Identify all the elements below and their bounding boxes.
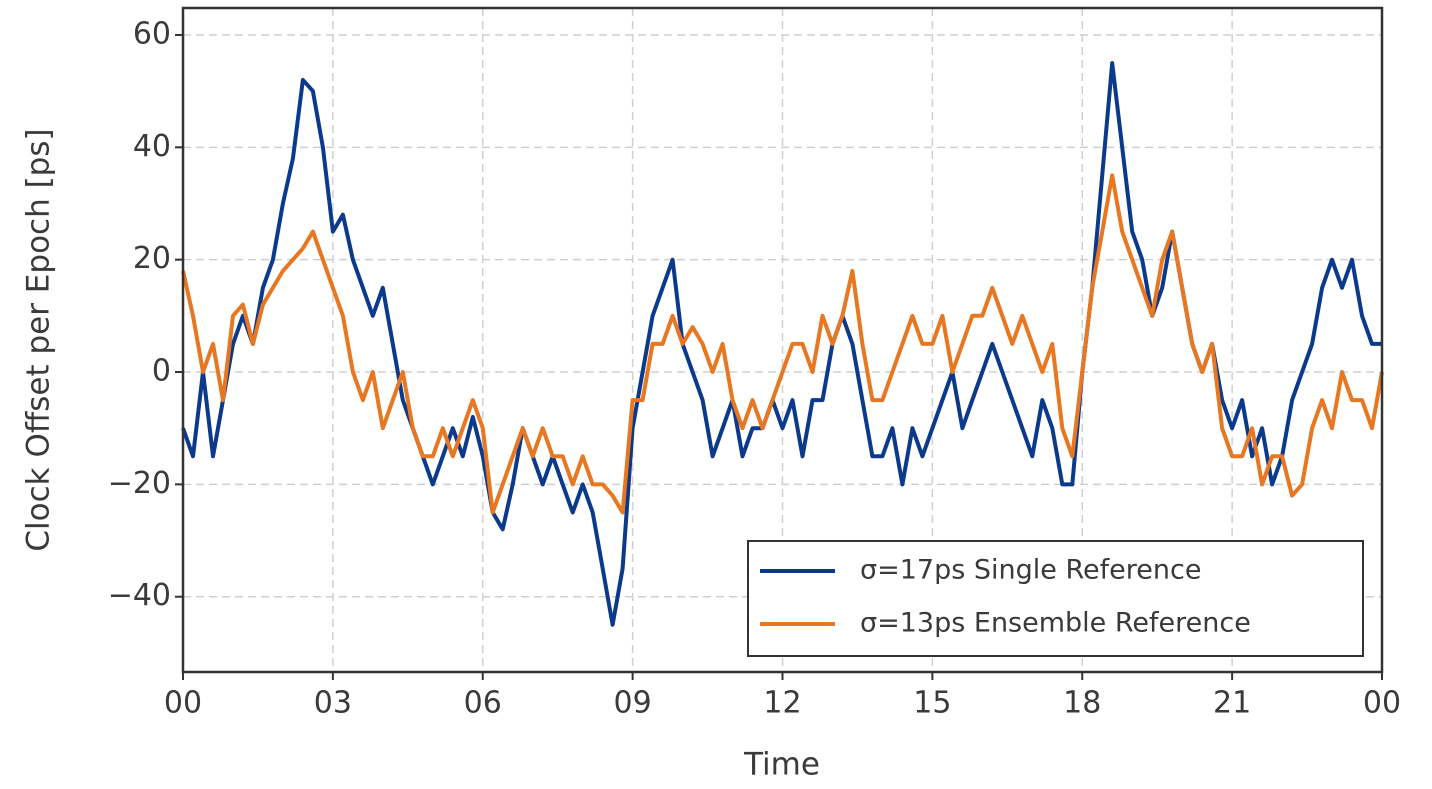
y-axis-label: Clock Offset per Epoch [ps] [21, 128, 57, 551]
legend-label: σ=13ps Ensemble Reference [860, 608, 1251, 639]
x-tick-label: 00 [1363, 686, 1401, 721]
legend-box [747, 540, 1364, 657]
y-tick-label: −40 [108, 578, 171, 613]
x-tick-label: 03 [314, 686, 352, 721]
y-tick-label: −20 [108, 466, 171, 501]
legend-label: σ=17ps Single Reference [860, 555, 1201, 586]
x-tick-label: 00 [164, 686, 202, 721]
x-axis-label: Time [743, 747, 820, 783]
y-tick-label: 40 [133, 129, 171, 164]
x-tick-label: 12 [763, 686, 801, 721]
x-tick-label: 15 [913, 686, 951, 721]
y-tick-label: 20 [133, 241, 171, 276]
y-tick-label: 60 [133, 16, 171, 51]
x-tick-label: 09 [614, 686, 652, 721]
x-tick-label: 18 [1063, 686, 1101, 721]
y-tick-label: 0 [152, 354, 171, 389]
plot-frame [181, 6, 1384, 674]
x-tick-label: 21 [1213, 686, 1251, 721]
x-tick-label: 06 [464, 686, 502, 721]
data-layer [181, 61, 1384, 627]
series-line [181, 173, 1384, 515]
